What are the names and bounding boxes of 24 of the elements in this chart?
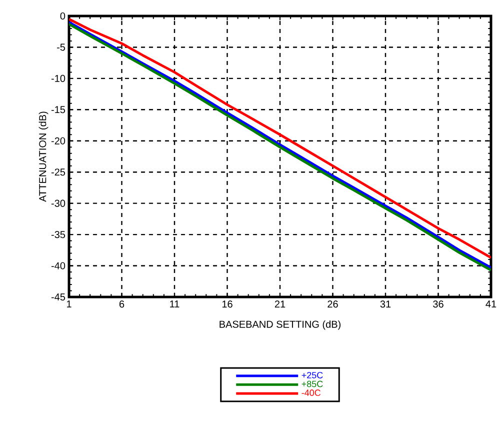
x-tick-label: 1 xyxy=(66,300,72,308)
y-tick-label: -30 xyxy=(51,200,66,207)
x-tick-label: 26 xyxy=(328,300,338,308)
y-tick-label: -20 xyxy=(51,137,66,144)
text: +25C xyxy=(302,372,323,378)
y-tick-label: -15 xyxy=(51,106,66,114)
y-axis-title: ATTENUATION (dB) xyxy=(38,112,48,202)
x-axis-title: BASEBAND SETTING (dB) xyxy=(220,320,340,330)
x-tick-label: 41 xyxy=(486,300,496,308)
x-tick-label: 6 xyxy=(119,300,124,308)
text: +85C xyxy=(302,380,323,388)
x-tick-label: 36 xyxy=(433,300,444,308)
x-tick-label: 21 xyxy=(274,300,286,308)
y-tick-label: -5 xyxy=(57,44,66,51)
y-tick-label: -40 xyxy=(51,262,66,270)
text: -40C xyxy=(302,390,321,396)
y-tick-label: -10 xyxy=(51,74,66,82)
y-tick-label: -25 xyxy=(51,168,66,176)
x-tick-label: 11 xyxy=(170,300,180,308)
y-tick-label: 0 xyxy=(60,12,66,20)
x-tick-label: 16 xyxy=(222,300,232,308)
y-tick-label: -35 xyxy=(51,231,66,238)
y-tick-label: -45 xyxy=(51,293,66,300)
x-tick-label: 31 xyxy=(380,300,391,308)
